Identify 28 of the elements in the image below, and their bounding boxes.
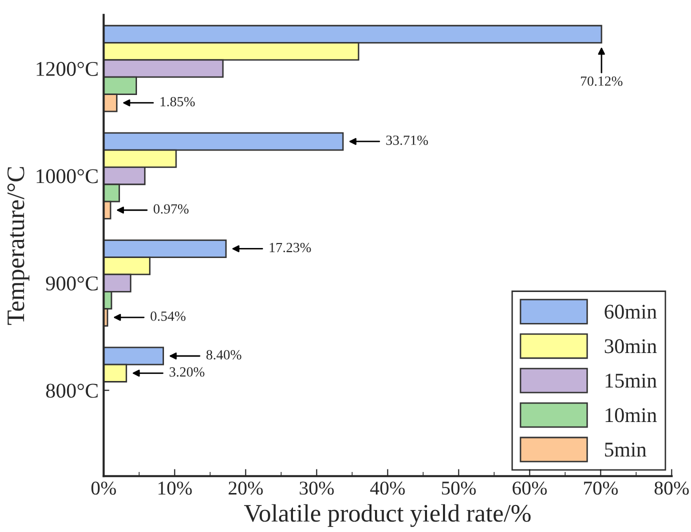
x-tick-label: 60%: [512, 482, 547, 495]
data-label: 3.20%: [170, 367, 204, 377]
legend-label: 15min: [606, 374, 657, 388]
legend-label: 5min: [605, 442, 646, 457]
legend-label: 10min: [606, 408, 657, 422]
y-tick-label: 1200°C: [36, 62, 98, 76]
x-tick-label: 0%: [91, 482, 116, 495]
x-tick-label: 40%: [370, 482, 405, 495]
data-label: 70.12%: [581, 76, 622, 86]
x-tick-label: 80%: [654, 482, 689, 495]
x-tick-label: 30%: [300, 482, 334, 495]
x-tick-label: 70%: [584, 482, 618, 495]
x-tick-label: 50%: [442, 482, 476, 495]
legend-label: 30min: [604, 339, 657, 354]
x-tick-label: 20%: [228, 482, 263, 495]
y-tick-label: 800°C: [46, 384, 98, 398]
data-label: 8.40%: [206, 350, 242, 360]
x-tick-label: 10%: [158, 482, 192, 495]
data-label: 1.85%: [160, 96, 195, 106]
y-tick-label: 900°C: [46, 276, 98, 290]
data-label: 33.71%: [386, 136, 428, 146]
data-label: 0.54%: [150, 311, 186, 321]
legend-label: 60min: [604, 304, 657, 319]
y-tick-label: 1000°C: [36, 169, 98, 184]
data-label: 17.23%: [270, 242, 311, 252]
x-axis-title: Volatile product yield rate/%: [244, 504, 531, 527]
data-label: 0.97%: [154, 204, 189, 214]
y-axis-title: Temperature/°C: [7, 167, 30, 325]
